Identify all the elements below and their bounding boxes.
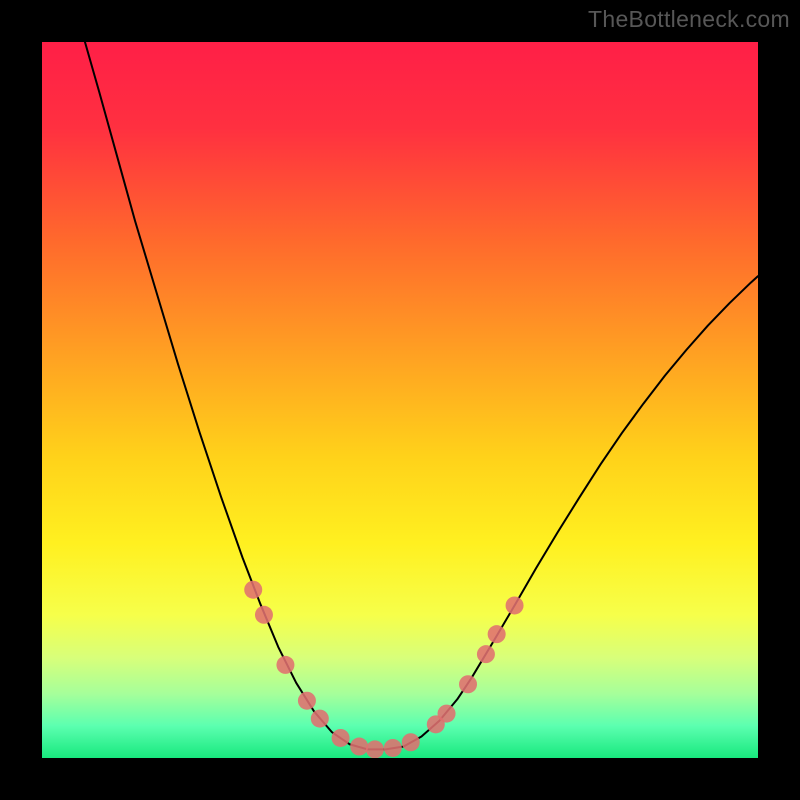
plot-area	[42, 42, 758, 758]
marker-dot	[459, 675, 477, 693]
marker-dot	[332, 729, 350, 747]
marker-dot	[488, 625, 506, 643]
marker-dot	[276, 656, 294, 674]
marker-dot	[366, 740, 384, 758]
marker-dot	[438, 705, 456, 723]
marker-dot	[244, 581, 262, 599]
marker-dot	[311, 710, 329, 728]
gradient-background	[42, 42, 758, 758]
marker-dot	[477, 645, 495, 663]
chart-root: TheBottleneck.com	[0, 0, 800, 800]
watermark-text: TheBottleneck.com	[588, 6, 790, 33]
marker-dot	[255, 606, 273, 624]
marker-dot	[350, 738, 368, 756]
chart-svg	[42, 42, 758, 758]
marker-dot	[506, 596, 524, 614]
marker-dot	[384, 739, 402, 757]
marker-dot	[402, 733, 420, 751]
marker-dot	[298, 692, 316, 710]
